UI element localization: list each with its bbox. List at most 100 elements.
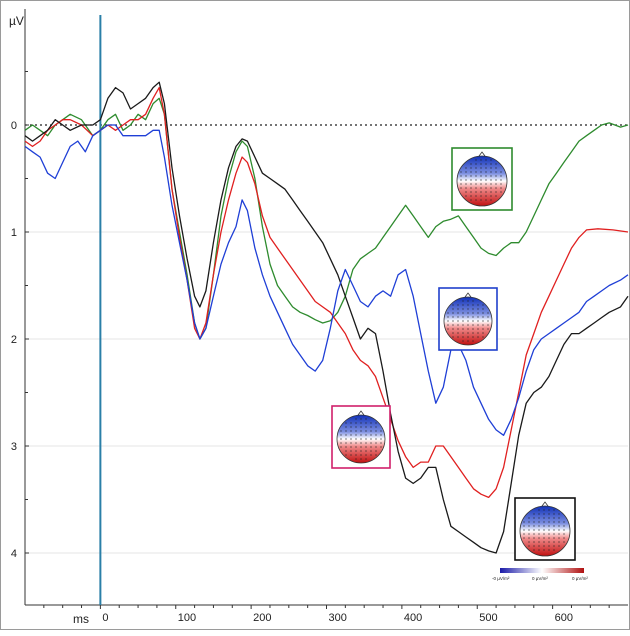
- electrode-dot: [360, 434, 362, 436]
- electrode-dot: [477, 328, 479, 330]
- electrode-dot: [462, 304, 464, 306]
- electrode-dot: [365, 458, 367, 460]
- electrode-dot: [482, 332, 484, 334]
- electrode-dot: [460, 171, 462, 173]
- electrode-dot: [500, 175, 502, 177]
- electrode-dot: [475, 179, 477, 181]
- y-tick-label-4: 4: [11, 548, 17, 560]
- electrode-dot: [340, 442, 342, 444]
- electrode-dot: [528, 545, 530, 547]
- electrode-dot: [360, 442, 362, 444]
- electrode-dot: [553, 513, 555, 515]
- electrode-dot: [355, 442, 357, 444]
- electrode-dot: [472, 320, 474, 322]
- electrode-dot: [345, 430, 347, 432]
- electrode-dot: [465, 183, 467, 185]
- electrode-dot: [543, 545, 545, 547]
- electrode-dot: [360, 454, 362, 456]
- electrode-dot: [543, 529, 545, 531]
- electrode-dot: [470, 191, 472, 193]
- electrode-dot: [447, 320, 449, 322]
- y-tick-label-3: 3: [11, 441, 17, 453]
- scalp-map-green: [451, 147, 513, 211]
- electrode-dot: [350, 426, 352, 428]
- electrode-dot: [370, 430, 372, 432]
- electrode-dot: [553, 545, 555, 547]
- electrode-dot: [563, 529, 565, 531]
- electrode-dot: [462, 300, 464, 302]
- electrode-dot: [533, 517, 535, 519]
- electrode-dot: [470, 195, 472, 197]
- electrode-dot: [460, 183, 462, 185]
- electrode-dot: [528, 537, 530, 539]
- electrode-dot: [543, 513, 545, 515]
- electrode-dot: [350, 422, 352, 424]
- electrode-dot: [482, 320, 484, 322]
- electrode-dot: [538, 549, 540, 551]
- electrode-dot: [470, 171, 472, 173]
- electrode-dot: [490, 163, 492, 165]
- electrode-dot: [487, 316, 489, 318]
- electrode-dot: [548, 537, 550, 539]
- electrode-dot: [472, 312, 474, 314]
- electrode-dot: [462, 324, 464, 326]
- electrode-dot: [470, 183, 472, 185]
- electrode-dot: [553, 537, 555, 539]
- electrode-dot: [467, 316, 469, 318]
- electrode-dot: [360, 422, 362, 424]
- electrode-dot: [495, 171, 497, 173]
- electrode-dot: [528, 521, 530, 523]
- electrode-dot: [355, 426, 357, 428]
- electrode-dot: [355, 430, 357, 432]
- electrode-dot: [465, 195, 467, 197]
- electrode-dot: [495, 187, 497, 189]
- electrode-dot: [563, 541, 565, 543]
- electrode-dot: [472, 336, 474, 338]
- electrode-dot: [370, 438, 372, 440]
- series-line-black: [24, 81, 629, 554]
- scalp-nose-black: [541, 501, 549, 507]
- electrode-dot: [543, 537, 545, 539]
- electrode-dot: [500, 191, 502, 193]
- electrode-dot: [480, 183, 482, 185]
- electrode-dot: [558, 529, 560, 531]
- electrode-dot: [558, 517, 560, 519]
- electrode-dot: [500, 187, 502, 189]
- electrode-dot: [457, 328, 459, 330]
- electrode-dot: [487, 320, 489, 322]
- electrode-dot: [490, 195, 492, 197]
- electrode-dot: [477, 308, 479, 310]
- y-tick-label-0: 0: [11, 120, 17, 132]
- colorbar-label-2: 0 µV/m²: [572, 576, 588, 581]
- electrode-dot: [480, 163, 482, 165]
- electrode-dot: [490, 179, 492, 181]
- electrode-dot: [375, 434, 377, 436]
- electrode-dot: [462, 316, 464, 318]
- electrode-dot: [477, 312, 479, 314]
- electrode-dot: [470, 179, 472, 181]
- electrode-dot: [375, 422, 377, 424]
- electrode-dot: [482, 328, 484, 330]
- electrode-dot: [370, 426, 372, 428]
- electrode-dot: [553, 525, 555, 527]
- electrode-dot: [360, 438, 362, 440]
- electrode-dot: [452, 332, 454, 334]
- electrode-dot: [480, 167, 482, 169]
- electrode-dot: [490, 183, 492, 185]
- electrode-dot: [495, 175, 497, 177]
- electrode-dot: [475, 171, 477, 173]
- electrode-dot: [477, 316, 479, 318]
- electrode-dot: [495, 195, 497, 197]
- electrode-dot: [350, 454, 352, 456]
- electrode-dot: [480, 199, 482, 201]
- electrode-dot: [548, 549, 550, 551]
- electrode-dot: [543, 509, 545, 511]
- electrode-dot: [477, 332, 479, 334]
- electrode-dot: [470, 163, 472, 165]
- x-tick-label-0: 0: [102, 612, 108, 624]
- electrode-dot: [548, 521, 550, 523]
- electrode-dot: [467, 328, 469, 330]
- electrode-dot: [345, 446, 347, 448]
- electrode-dot: [482, 304, 484, 306]
